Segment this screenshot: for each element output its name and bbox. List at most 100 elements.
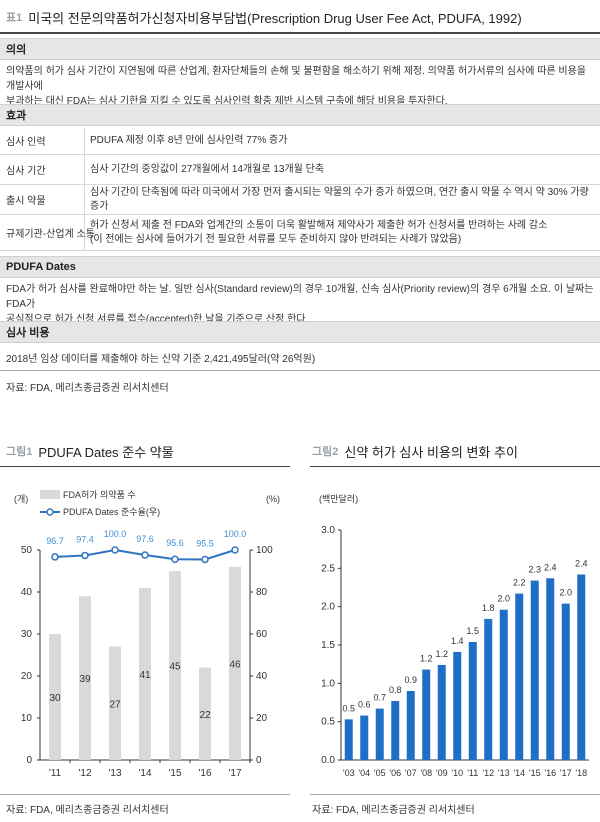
bar [229, 566, 241, 760]
x-axis-tick-label: '15 [168, 768, 181, 779]
figure1-title: PDUFA Dates 준수 약물 [38, 444, 174, 460]
x-axis-tick-label: '12 [482, 768, 494, 778]
pdufa-dates-line: 공식적으로 허가 신청 서류를 접수(accepted)한 날을 기준으로 산정… [6, 314, 309, 325]
x-axis-tick-label: '13 [498, 768, 510, 778]
right-axis-tick-label: 0 [256, 755, 262, 766]
right-axis-tick-label: 100 [256, 545, 273, 556]
line-point [141, 551, 149, 559]
bar [49, 634, 61, 760]
figure2-chart: (백만달러)0.00.51.01.52.02.53.00.5 0.60.70.80… [319, 493, 589, 778]
effects-row-label: 심사 인력 [6, 137, 46, 148]
bar-value-label: 39 [79, 674, 91, 685]
bar-value-label: 0.9 [404, 675, 417, 685]
bar-value-label: 1.2 [435, 649, 448, 659]
pdufa-dates-header: PDUFA Dates [0, 256, 600, 278]
bar-value-label: 2.0 [559, 588, 572, 598]
figure2-title: 신약 허가 심사 비용의 변화 추이 [344, 444, 518, 460]
left-axis-tick-label: 0 [26, 755, 32, 766]
figure1-header: 그림1 PDUFA Dates 준수 약물 [6, 438, 286, 464]
right-axis-unit: (%) [266, 494, 280, 504]
effects-row: 심사 기간 심사 기간의 중앙값이 27개월에서 14개월로 13개월 단축 [0, 155, 600, 185]
bar [437, 664, 446, 760]
table-source: 자료: FDA, 메리츠종금증권 리서치센터 [6, 383, 169, 394]
x-axis-tick-label: '12 [78, 768, 91, 779]
effects-row-label: 심사 기간 [6, 166, 46, 177]
y-axis-tick-label: 1.5 [321, 640, 335, 651]
left-axis-tick-label: 50 [21, 545, 33, 556]
table-title-text: 미국의 전문의약품허가신청자비용부담법(Prescription Drug Us… [28, 10, 522, 26]
effects-row-value: 심사 기간의 중앙값이 27개월에서 14개월로 13개월 단축 [90, 163, 325, 175]
bar-value-label: 2.4 [575, 558, 588, 568]
x-axis-tick-label: '13 [108, 768, 121, 779]
bar [546, 578, 555, 760]
x-axis-tick-label: '18 [575, 768, 587, 778]
figure2-header: 그림2 신약 허가 심사 비용의 변화 추이 [312, 438, 594, 464]
figure1-source: 자료: FDA, 메리츠종금증권 리서치센터 [6, 805, 169, 816]
x-axis-tick-label: '04 [358, 768, 370, 778]
line-point [201, 555, 209, 564]
left-axis-tick-label: 30 [21, 629, 33, 640]
table-title: 표1 미국의 전문의약품허가신청자비용부담법(Prescription Drug… [6, 6, 594, 28]
effects-column-divider [84, 127, 85, 251]
left-axis-tick-label: 20 [21, 671, 33, 682]
line-value-label: 96.7 [46, 536, 64, 546]
y-axis-tick-label: 2.0 [321, 602, 335, 613]
bar [344, 719, 353, 760]
figure2-bottom-rule [310, 794, 600, 795]
x-axis-tick-label: '16 [544, 768, 556, 778]
line-point [51, 553, 59, 561]
bar [360, 715, 369, 760]
bar-value-label: 0.8 [389, 685, 402, 695]
right-axis-tick-label: 60 [256, 629, 268, 640]
x-axis-tick-label: '17 [228, 768, 241, 779]
bar-value-label: 41 [139, 670, 151, 681]
purpose-text: 의약품의 허가 심사 기간이 지연됨에 따른 산업계, 환자단체들의 손해 및 … [6, 64, 594, 109]
bar-value-label: 1.5 [466, 626, 479, 636]
bar-value-label: 2.4 [544, 562, 557, 572]
bar [375, 708, 384, 760]
purpose-line: 부과하는 대신 FDA는 심사 기한을 지킬 수 있도록 심사인력 확충 제반 … [6, 96, 448, 107]
effects-row: 규제기관-산업계 소통 허가 신청서 제출 전 FDA와 업계간의 소통이 더욱… [0, 215, 600, 251]
bar-value-label: 22 [199, 710, 211, 721]
bar [468, 641, 477, 760]
bar-value-label: 1.2 [420, 654, 433, 664]
bar [484, 618, 493, 760]
bar [530, 580, 539, 760]
effects-row-value: 심사 기간이 단축됨에 따라 미국에서 가장 먼저 출시되는 약물의 수가 증가… [90, 186, 589, 212]
x-axis-tick-label: '16 [198, 768, 211, 779]
bar-value-label: 30 [49, 693, 61, 704]
line-value-label: 95.5 [196, 538, 214, 548]
bar-value-label: 27 [109, 699, 121, 710]
x-axis-tick-label: '03 [343, 768, 355, 778]
y-axis-tick-label: 0.0 [321, 755, 335, 766]
effects-row-value: 허가 신청서 제출 전 FDA와 업계간의 소통이 더욱 활발해져 제약사가 제… [90, 219, 548, 245]
table-tag: 표1 [6, 12, 23, 24]
x-axis-tick-label: '09 [436, 768, 448, 778]
bar-value-label: 0.6 [358, 700, 371, 710]
bar-value-label: 0.7 [373, 693, 386, 703]
y-axis-tick-label: 0.5 [321, 717, 335, 728]
line-point [111, 546, 119, 554]
effects-row-label: 규제기관-산업계 소통 [6, 229, 95, 240]
figure1-chart: (개) (%) FDA허가 의약품 수 PDUFA Dates 준수율(우) 0 10 20… [14, 489, 280, 779]
bar-value-label: 1.8 [482, 603, 495, 613]
pdufa-dates-text: FDA가 허가 심사를 완료해야만 하는 날. 일반 심사(Standard r… [6, 282, 594, 327]
figure2-top-rule [310, 466, 600, 467]
x-axis-tick-label: '14 [513, 768, 525, 778]
figure2-source: 자료: FDA, 메리츠종금증권 리서치센터 [312, 805, 475, 816]
line-value-label: 97.4 [76, 534, 94, 544]
bar [109, 646, 121, 760]
line-point [81, 551, 89, 560]
line-value-label: 100.0 [104, 529, 127, 539]
figure1-tag: 그림1 [6, 446, 33, 458]
x-axis-tick-label: '15 [529, 768, 541, 778]
x-axis-tick-label: '17 [560, 768, 572, 778]
bar [422, 669, 431, 760]
bar [499, 609, 508, 760]
x-axis-tick-label: '14 [138, 768, 151, 779]
left-axis-tick-label: 10 [21, 713, 33, 724]
bar [561, 603, 570, 760]
effects-row-value: PDUFA 제정 이후 8년 만에 심사인력 77% 증가 [90, 134, 288, 146]
effects-row: 심사 인력 PDUFA 제정 이후 8년 만에 심사인력 77% 증가 [0, 127, 600, 155]
y-axis-tick-label: 1.0 [321, 678, 335, 689]
